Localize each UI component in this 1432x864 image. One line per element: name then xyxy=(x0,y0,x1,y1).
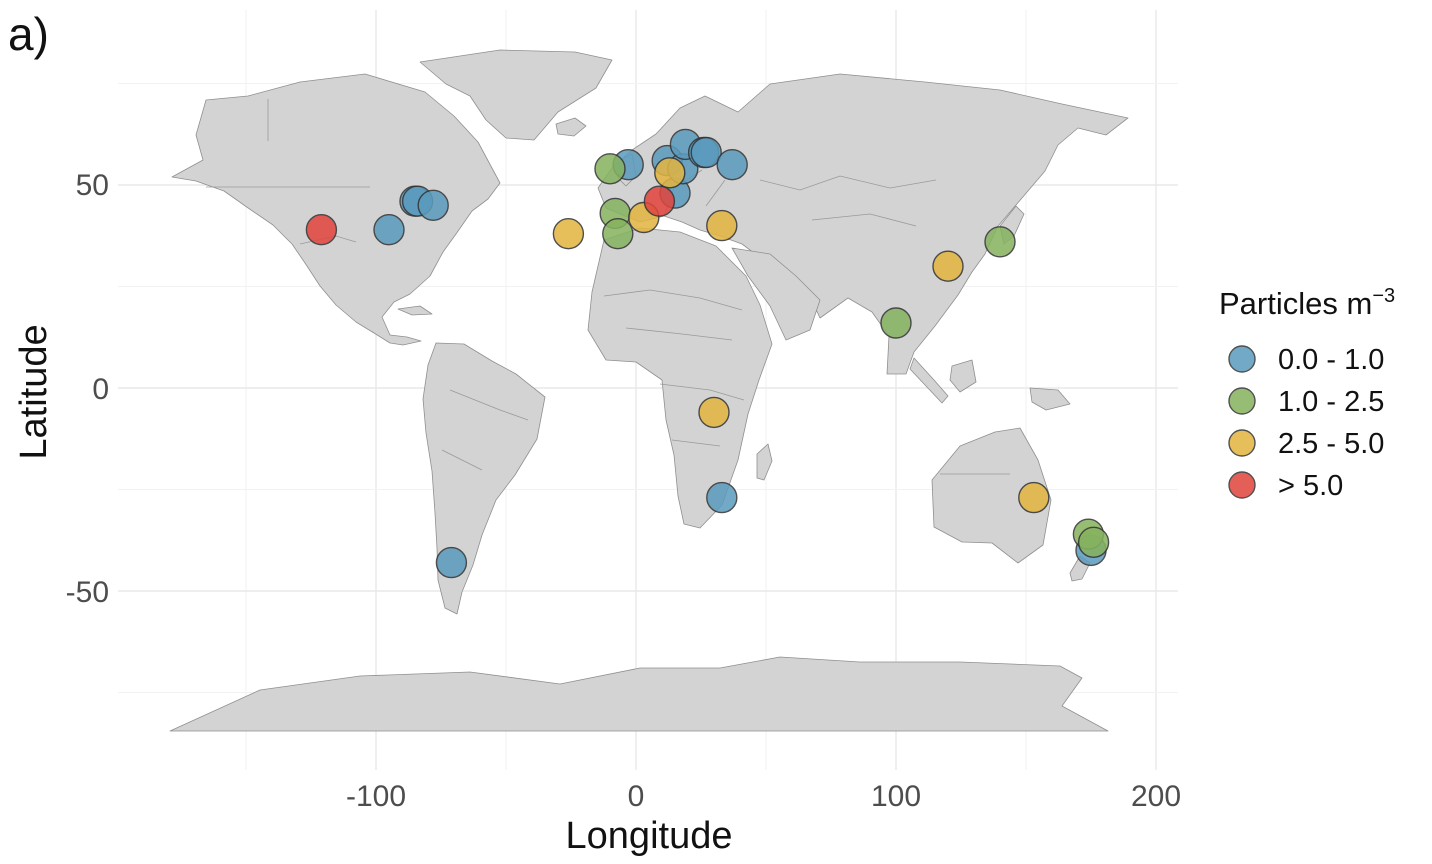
site-marker-3-1 xyxy=(643,185,676,217)
antarctica-landmass xyxy=(169,656,1109,732)
y-tick-0: 0 xyxy=(92,373,109,406)
x-tick-200: 200 xyxy=(1131,780,1181,813)
x-tick-minus-100: -100 xyxy=(346,780,406,813)
legend-label-0-1: 0.0 - 1.0 xyxy=(1278,344,1384,376)
panel-tag: a) xyxy=(8,8,49,60)
arabia-landmass xyxy=(731,247,821,341)
site-marker-2-0 xyxy=(552,217,585,250)
site-marker-0-12 xyxy=(716,148,748,181)
sampling-site-markers xyxy=(305,128,1110,579)
site-marker-0-0 xyxy=(373,213,405,246)
x-tick-100: 100 xyxy=(871,780,921,813)
site-marker-2-2 xyxy=(654,157,686,189)
iceland-landmass xyxy=(555,117,587,137)
north-america-landmass xyxy=(171,73,501,346)
legend-label-1-2-5: 1.0 - 2.5 xyxy=(1278,386,1384,418)
legend-label-2-5-5: 2.5 - 5.0 xyxy=(1278,428,1384,460)
cuba-landmass xyxy=(397,305,433,316)
site-marker-1-6 xyxy=(1077,526,1110,558)
y-tick-minus-50: -50 xyxy=(66,576,109,609)
site-marker-1-0 xyxy=(594,153,626,185)
legend: Particles m−3 0.0 - 1.0 1.0 - 2.5 2.5 - … xyxy=(1219,285,1395,502)
site-marker-2-6 xyxy=(1018,481,1050,514)
site-marker-2-5 xyxy=(698,396,730,429)
australia-landmass xyxy=(931,427,1052,564)
legend-label-over-5: > 5.0 xyxy=(1278,470,1343,502)
axis-text-layer: a) 50 0 -50 -100 0 100 200 Longitude Lat… xyxy=(8,8,1181,857)
borneo-landmass xyxy=(949,359,977,393)
site-marker-2-4 xyxy=(932,250,964,282)
site-marker-0-11 xyxy=(690,136,722,169)
site-marker-2-3 xyxy=(706,209,738,242)
site-marker-1-4 xyxy=(984,226,1016,258)
madagascar-landmass xyxy=(756,443,773,481)
y-tick-50: 50 xyxy=(76,169,109,202)
africa-landmass xyxy=(587,227,773,529)
site-marker-1-3 xyxy=(880,307,912,339)
sumatra-landmass xyxy=(909,357,949,404)
legend-title-main: Particles m xyxy=(1219,286,1372,321)
land-layer xyxy=(169,49,1129,732)
new-guinea-landmass xyxy=(1029,387,1071,411)
border-lines xyxy=(206,99,1010,475)
site-marker-0-4 xyxy=(435,546,468,579)
legend-key-over-5 xyxy=(1228,471,1256,499)
south-america-landmass xyxy=(422,342,546,615)
site-marker-0-3 xyxy=(417,189,449,222)
greenland-landmass xyxy=(419,49,613,141)
site-marker-3-0 xyxy=(305,213,338,246)
legend-key-2-5-5 xyxy=(1228,429,1256,457)
site-marker-0-13 xyxy=(706,481,738,514)
x-axis-title: Longitude xyxy=(566,815,733,857)
legend-key-0-1 xyxy=(1228,345,1256,373)
y-axis-title: Latitude xyxy=(13,324,55,459)
legend-title-superscript: −3 xyxy=(1372,285,1395,307)
legend-key-1-2-5 xyxy=(1228,387,1256,415)
legend-title: Particles m−3 xyxy=(1219,285,1395,321)
x-tick-0: 0 xyxy=(628,780,645,813)
site-marker-1-2 xyxy=(602,217,634,250)
